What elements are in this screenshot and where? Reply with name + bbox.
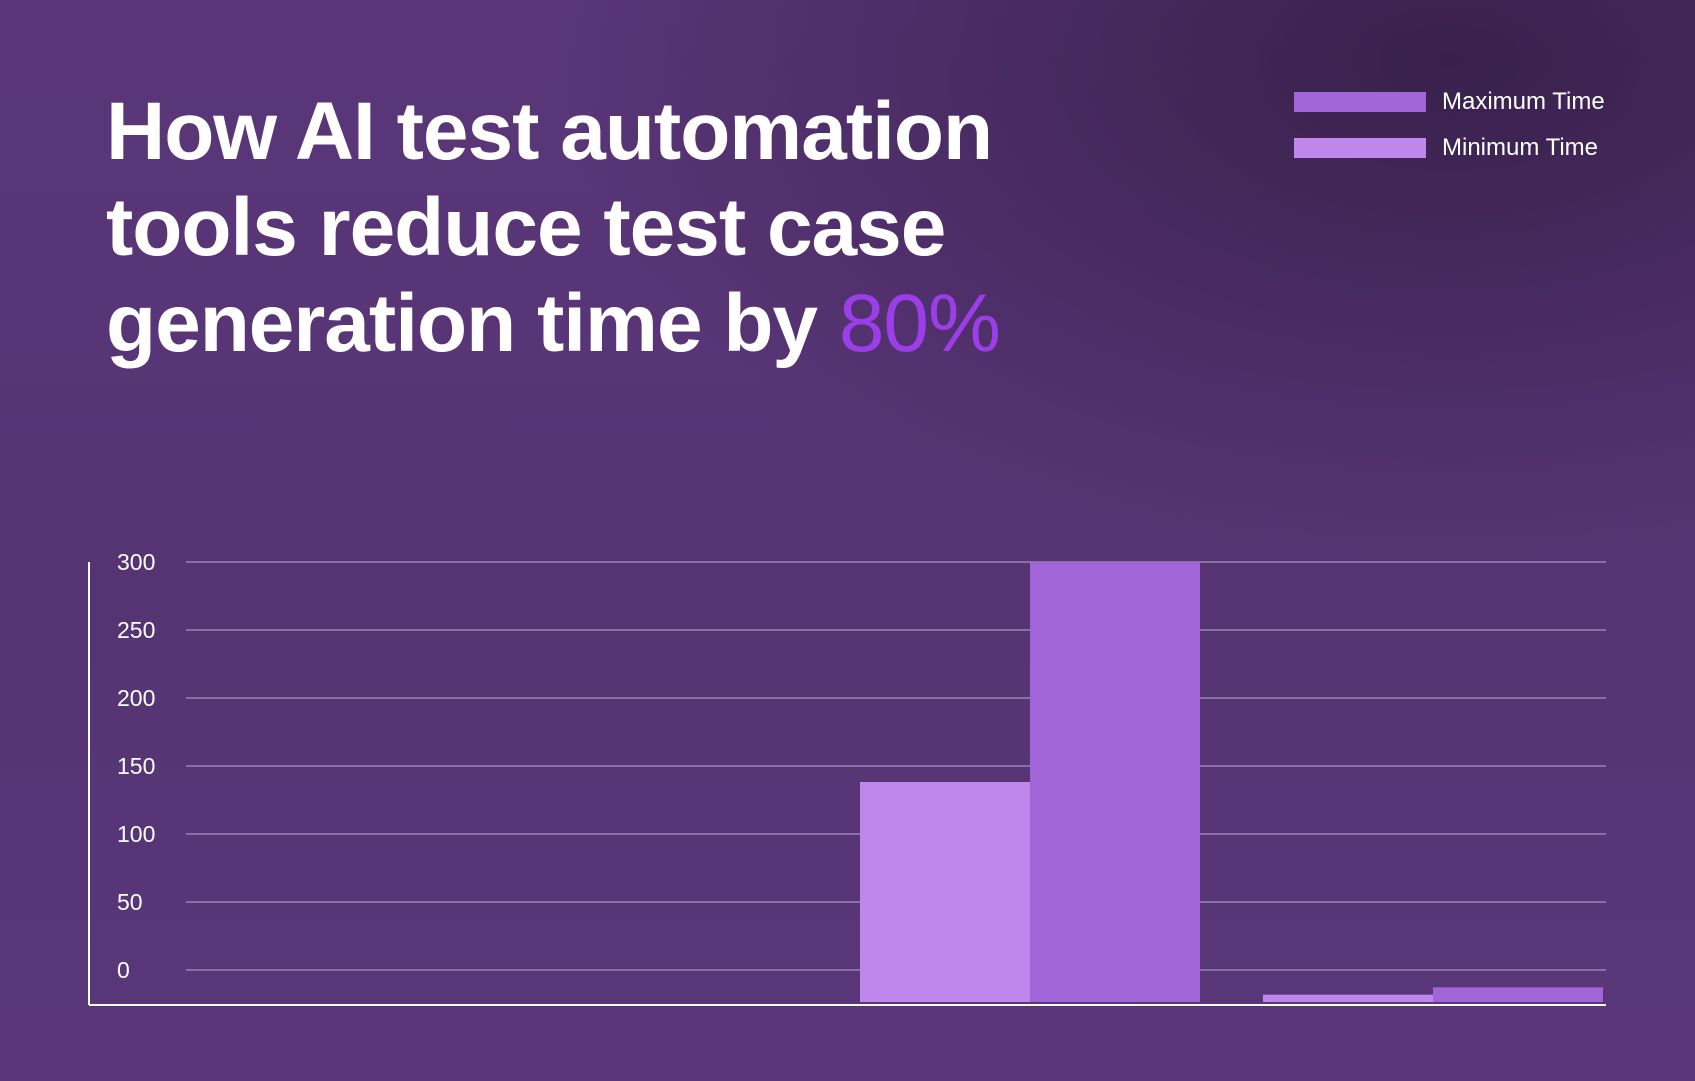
y-tick-label-50: 50 [117,889,143,915]
bar-minimum-time-2 [860,782,1030,1002]
title-text: How AI test automation tools reduce test… [106,86,993,369]
bar-maximum-time-2 [1030,562,1200,1002]
y-tick-label-200: 200 [117,685,155,711]
y-tick-labels: 300 250 200 150 100 50 0 [117,549,155,983]
legend-swatch-minimum [1294,138,1426,158]
y-tick-label-0: 0 [117,957,130,983]
legend-item-minimum: Minimum Time [1294,134,1605,161]
legend-item-maximum: Maximum Time [1294,88,1605,115]
legend-label-maximum: Maximum Time [1442,88,1605,115]
title-highlight: 80% [838,278,1001,369]
y-tick-label-150: 150 [117,753,155,779]
y-tick-label-300: 300 [117,549,155,575]
bar-maximum-time-3 [1433,987,1603,1002]
legend-swatch-maximum [1294,92,1426,112]
y-tick-label-250: 250 [117,617,155,643]
bars [860,562,1603,1002]
legend: Maximum Time Minimum Time [1294,88,1605,182]
chart-title: How AI test automation tools reduce test… [106,84,1086,372]
legend-label-minimum: Minimum Time [1442,134,1599,161]
bar-minimum-time-3 [1263,994,1433,1002]
y-tick-label-100: 100 [117,821,155,847]
axes [88,562,1606,1006]
gridlines [186,561,1606,971]
